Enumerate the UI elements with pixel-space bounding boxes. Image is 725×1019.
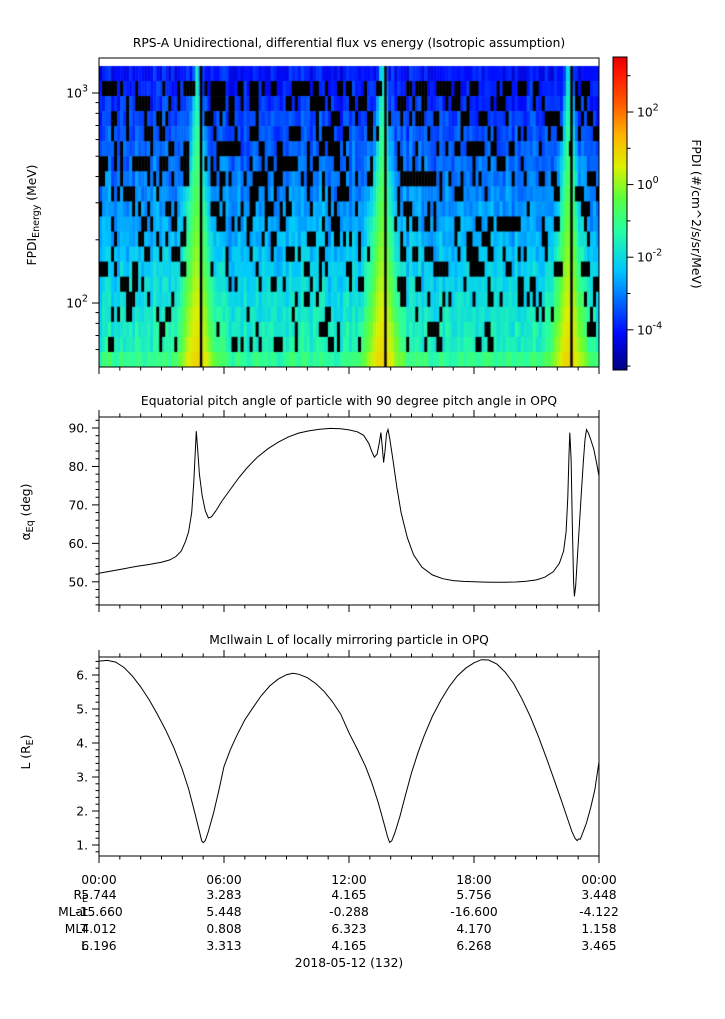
y-tick-label: 90.	[68, 422, 88, 436]
flux-spectrogram-heatmap	[99, 58, 599, 367]
mcilwain-l-curve	[98, 659, 600, 844]
axis-frame	[98, 57, 600, 368]
date-label: 2018-05-12 (132)	[295, 956, 403, 970]
table-cell: 3.465	[581, 939, 616, 953]
y-tick-label: 1.	[76, 839, 88, 853]
y-tick-label: 50.	[68, 575, 88, 589]
table-cell: 4.165	[331, 888, 366, 902]
table-cell: -4.122	[579, 905, 619, 919]
mcilwain-l-panel: 6. 5. 4. 3. 2. 1.	[76, 650, 600, 863]
y-tick-label: 102	[66, 294, 88, 311]
y-tick-label: 60.	[68, 537, 88, 551]
table-cell: 5.744	[81, 888, 116, 902]
colorbar-tick-label: 10-2	[637, 248, 662, 265]
y-tick-label: 80.	[68, 460, 88, 474]
table-row-label: MLat	[58, 905, 88, 919]
colorbar-gradient	[612, 56, 628, 371]
x-tick-label: 00:00	[81, 873, 116, 887]
table-row-label: MLT	[65, 922, 89, 936]
y-tick-label: 103	[66, 84, 88, 101]
table-cell: 3.313	[206, 939, 241, 953]
y-tick-label: 6.	[76, 669, 88, 683]
table-cell: 4.012	[81, 922, 116, 936]
table-cell: 6.196	[81, 939, 116, 953]
table-cell: 5.448	[206, 905, 241, 919]
table-row-label: L	[81, 939, 88, 953]
table-cell: 4.165	[331, 939, 366, 953]
table-cell: 5.756	[456, 888, 491, 902]
spectrogram-panel: 103 102	[66, 57, 600, 374]
colorbar-tick-label: 100	[637, 175, 659, 192]
table-cell: -16.600	[450, 905, 497, 919]
colorbar: 102 100 10-2 10-4	[612, 56, 662, 371]
y-tick-label: 2.	[76, 805, 88, 819]
x-tick-label: 00:00	[581, 873, 616, 887]
table-cell: 1.158	[581, 922, 616, 936]
table-cell: 0.808	[206, 922, 241, 936]
pitch-angle-ylabel: αEq (deg)	[19, 484, 36, 541]
table-cell: 6.268	[456, 939, 491, 953]
x-tick-label: 12:00	[331, 873, 366, 887]
table-cell: 4.170	[456, 922, 491, 936]
colorbar-tick-label: 102	[637, 103, 659, 120]
x-tick-label: 18:00	[456, 873, 491, 887]
table-cell: 3.448	[581, 888, 616, 902]
axis-frame	[98, 416, 600, 606]
pitch-angle-curve	[98, 427, 600, 597]
mcilwain-title: McIlwain L of locally mirroring particle…	[209, 633, 489, 647]
spectrogram-ylabel: FPDIEnergy (MeV)	[25, 165, 42, 266]
y-tick-label: 5.	[76, 703, 88, 717]
spectrogram-title: RPS-A Unidirectional, differential flux …	[133, 36, 565, 50]
table-cell: 3.283	[206, 888, 241, 902]
pitch-angle-panel: 90. 80. 70. 60. 50.	[68, 410, 600, 612]
y-tick-label: 4.	[76, 737, 88, 751]
mcilwain-ylabel: L (RE)	[19, 735, 36, 770]
axis-frame	[98, 656, 600, 857]
x-tick-label: 06:00	[206, 873, 241, 887]
colorbar-tick-label: 10-4	[637, 320, 662, 337]
table-row-label: RE	[73, 888, 88, 905]
y-tick-label: 70.	[68, 498, 88, 512]
table-cell: 6.323	[331, 922, 366, 936]
table-cell: -0.288	[329, 905, 369, 919]
table-cell: -15.660	[75, 905, 122, 919]
pitch-angle-title: Equatorial pitch angle of particle with …	[141, 394, 557, 408]
y-tick-label: 3.	[76, 771, 88, 785]
colorbar-label: FPDI (#/cm^2/s/sr/MeV)	[689, 139, 703, 288]
